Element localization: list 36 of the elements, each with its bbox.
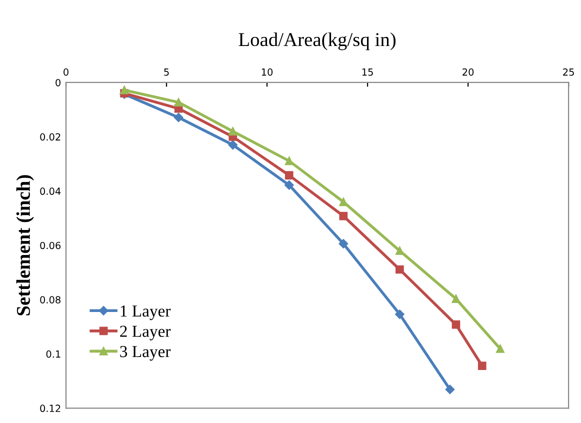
point xyxy=(284,180,294,190)
y-axis-title: Settlement (inch) xyxy=(16,175,34,316)
point xyxy=(395,310,404,319)
y-tick-label: 0.08 xyxy=(40,296,60,304)
point xyxy=(445,384,455,394)
y-tick-label: 0.06 xyxy=(40,242,61,250)
x-tick-label: 15 xyxy=(362,68,373,76)
x-tick-label: 0 xyxy=(64,68,68,76)
legend-label: 1 Layer xyxy=(120,306,171,320)
point xyxy=(174,112,184,122)
y-tick-label: 0.1 xyxy=(46,350,60,358)
legend-label: 3 Layer xyxy=(120,346,171,361)
y-tick-label: 0.12 xyxy=(40,404,60,412)
x-axis-title: Load/Area(kg/sq in) xyxy=(238,32,396,50)
point xyxy=(396,265,404,274)
x-tick-label: 25 xyxy=(563,68,574,76)
point xyxy=(120,86,128,94)
point xyxy=(339,212,348,220)
point xyxy=(496,344,504,353)
x-tick-label: 10 xyxy=(262,68,273,76)
legend-label: 2 Layer xyxy=(120,326,171,340)
point xyxy=(284,156,294,166)
point xyxy=(284,171,294,180)
y-tick-label: 0 xyxy=(56,78,60,86)
point xyxy=(228,140,238,150)
point xyxy=(174,98,183,106)
point xyxy=(452,294,460,303)
point xyxy=(478,362,486,370)
point xyxy=(452,320,460,329)
x-tick-label: 5 xyxy=(164,68,169,76)
point xyxy=(396,246,404,255)
point xyxy=(338,239,348,248)
x-tick-label: 20 xyxy=(462,68,474,76)
point xyxy=(228,127,238,136)
y-tick-label: 0.04 xyxy=(40,188,61,195)
y-tick-label: 0.02 xyxy=(40,133,60,141)
